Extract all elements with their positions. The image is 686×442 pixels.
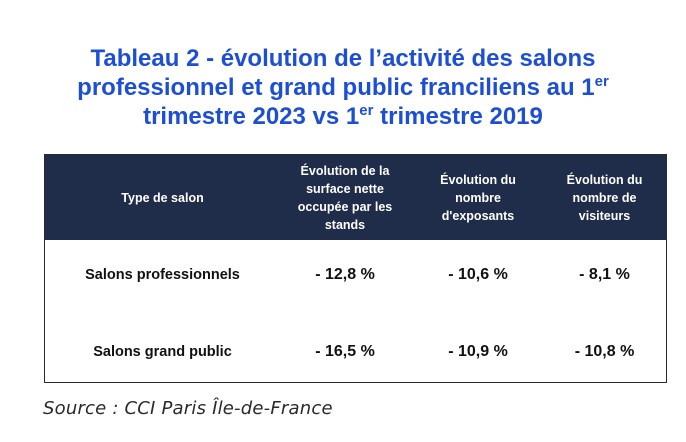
header-type-de-salon: Type de salon	[45, 155, 280, 240]
row-exposants-cell: - 10,9 %	[448, 343, 508, 360]
row-visiteurs-cell: - 8,1 %	[579, 266, 630, 283]
row-type-cell: Salons grand public	[93, 344, 232, 360]
title-line-2-text: professionnel et grand public francilien…	[77, 74, 595, 101]
table-row: Salons professionnels - 12,8 % - 10,6 % …	[45, 264, 666, 286]
table-header: Type de salon Évolution de la surface ne…	[45, 155, 666, 240]
title-line-3-text-a: trimestre 2023 vs 1	[143, 103, 360, 130]
source-caption: Source : CCI Paris Île-de-France	[43, 398, 333, 419]
header-surface-line: stands	[324, 217, 366, 232]
header-type-label: Type de salon	[121, 190, 204, 205]
data-table: Type de salon Évolution de la surface ne…	[44, 154, 667, 383]
header-exposants: Évolution du nombre d'exposants	[413, 155, 543, 240]
table-row: Salons grand public - 16,5 % - 10,9 % - …	[45, 341, 666, 363]
row-exposants-cell: - 10,6 %	[448, 266, 508, 283]
title-line-2-superscript: er	[594, 73, 609, 90]
header-visiteurs-line: visiteurs	[578, 208, 631, 223]
table-title: Tableau 2 - évolution de l’activité des …	[0, 44, 686, 131]
header-surface-line: surface nette	[306, 181, 384, 196]
header-exposants-line: d'exposants	[441, 208, 515, 223]
header-visiteurs: Évolution du nombre de visiteurs	[543, 155, 666, 240]
header-surface: Évolution de la surface nette occupée pa…	[280, 155, 410, 240]
title-line-2: professionnel et grand public francilien…	[0, 73, 686, 102]
title-line-3-text-b: trimestre 2019	[373, 103, 543, 130]
row-surface-cell: - 16,5 %	[315, 343, 375, 360]
header-exposants-line: Évolution du	[440, 172, 516, 187]
row-visiteurs-cell: - 10,8 %	[574, 343, 635, 360]
title-line-3: trimestre 2023 vs 1er trimestre 2019	[0, 102, 686, 131]
header-surface-line: Évolution de la	[300, 163, 390, 178]
header-visiteurs-line: Évolution du	[566, 172, 643, 187]
title-line-3-superscript: er	[359, 102, 374, 119]
header-visiteurs-line: nombre de	[572, 190, 637, 205]
row-type-cell: Salons professionnels	[85, 267, 240, 283]
title-line-1: Tableau 2 - évolution de l’activité des …	[90, 45, 596, 72]
row-surface-cell: - 12,8 %	[315, 266, 375, 283]
header-exposants-line: nombre	[455, 190, 501, 205]
header-surface-line: occupée par les	[297, 199, 393, 214]
